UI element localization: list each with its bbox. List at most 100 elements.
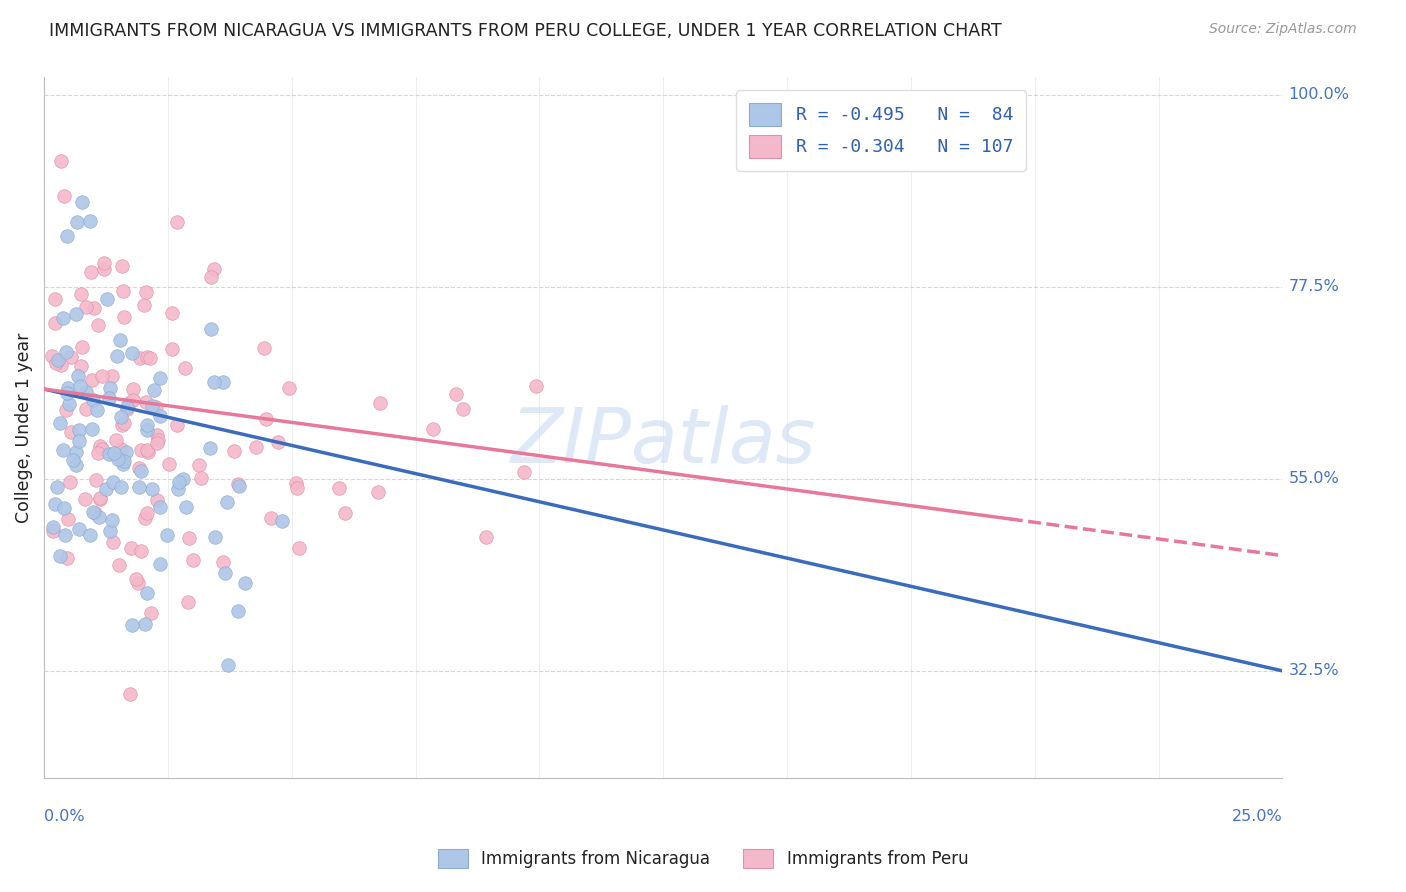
Point (132, 298, 155, 312)
Point (284, 476, 307, 491)
Point (98, 447, 121, 461)
Point (112, 310, 135, 324)
Point (107, 451, 129, 466)
Text: 25.0%: 25.0% (1232, 809, 1282, 824)
Point (80, 265, 103, 279)
Point (444, 387, 467, 401)
Point (87, 510, 110, 524)
Point (422, 422, 444, 436)
Point (160, 306, 183, 320)
Point (288, 541, 311, 555)
Point (66, 369, 89, 384)
Point (451, 401, 474, 416)
Point (82, 393, 104, 408)
Point (146, 428, 169, 442)
Point (167, 475, 190, 489)
Point (145, 400, 167, 414)
Point (89, 491, 111, 505)
Point (44, 316, 66, 330)
Point (128, 480, 150, 494)
Text: IMMIGRANTS FROM NICARAGUA VS IMMIGRANTS FROM PERU COLLEGE, UNDER 1 YEAR CORRELAT: IMMIGRANTS FROM NICARAGUA VS IMMIGRANTS … (49, 22, 1002, 40)
Point (368, 395, 391, 409)
Point (87, 318, 110, 332)
Point (100, 513, 122, 527)
Point (44, 293, 66, 307)
Text: 0.0%: 0.0% (44, 809, 84, 824)
Point (96, 292, 118, 306)
Point (172, 472, 194, 486)
Point (266, 435, 288, 450)
Point (136, 350, 159, 364)
Point (111, 418, 134, 433)
Point (112, 416, 135, 430)
Point (101, 368, 124, 383)
Point (96, 482, 118, 496)
Point (82, 505, 104, 519)
Point (136, 442, 159, 457)
Point (44, 497, 66, 511)
Point (52, 442, 75, 457)
Point (110, 410, 132, 425)
Text: 32.5%: 32.5% (1288, 664, 1339, 678)
Point (83, 506, 105, 520)
Point (89, 439, 111, 453)
Point (121, 346, 143, 360)
Point (98, 524, 121, 538)
Point (124, 573, 146, 587)
Point (166, 417, 188, 432)
Point (115, 402, 138, 417)
Point (111, 259, 134, 273)
Point (112, 458, 135, 472)
Point (181, 553, 204, 567)
Point (524, 379, 547, 393)
Point (67, 423, 90, 437)
Legend: R = -0.495   N =  84, R = -0.304   N = 107: R = -0.495 N = 84, R = -0.304 N = 107 (735, 90, 1026, 170)
Point (121, 382, 143, 396)
Point (112, 285, 135, 299)
Point (212, 375, 235, 389)
Point (83, 301, 105, 315)
Point (79, 214, 101, 228)
Point (84, 473, 107, 487)
Point (118, 687, 141, 701)
Point (217, 658, 239, 673)
Point (101, 535, 124, 549)
Point (110, 480, 132, 494)
Point (128, 460, 150, 475)
Point (134, 616, 156, 631)
Point (174, 500, 197, 515)
Point (59, 475, 82, 489)
Point (55, 344, 77, 359)
Point (367, 485, 389, 500)
Point (56, 228, 79, 243)
Text: 100.0%: 100.0% (1288, 87, 1350, 102)
Point (122, 393, 145, 408)
Point (333, 507, 356, 521)
Point (135, 506, 157, 520)
Point (136, 423, 159, 437)
Point (200, 442, 222, 456)
Point (233, 576, 256, 591)
Point (66, 215, 89, 229)
Point (148, 557, 170, 571)
Point (70, 195, 93, 210)
Point (52, 501, 75, 516)
Text: Source: ZipAtlas.com: Source: ZipAtlas.com (1209, 22, 1357, 37)
Point (226, 477, 249, 491)
Point (75, 402, 97, 417)
Point (136, 586, 159, 600)
Point (513, 466, 536, 480)
Point (103, 475, 125, 489)
Point (46, 481, 69, 495)
Point (277, 381, 299, 395)
Point (53, 527, 76, 541)
Point (173, 360, 195, 375)
Point (110, 442, 132, 456)
Point (51, 310, 73, 325)
Point (60, 351, 83, 365)
Point (160, 342, 183, 356)
Point (149, 409, 172, 424)
Point (120, 541, 142, 555)
Point (56, 382, 79, 396)
Point (89, 491, 111, 506)
